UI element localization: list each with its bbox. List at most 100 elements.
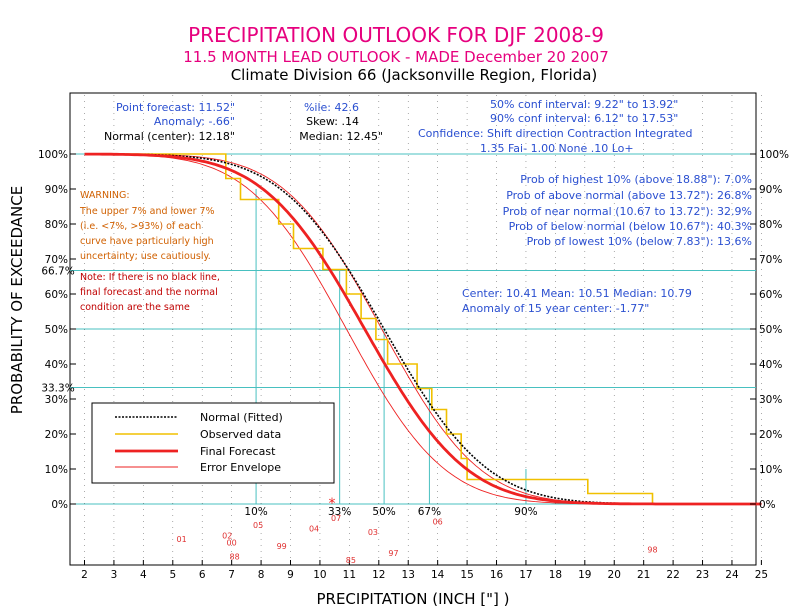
percentile-label: 33% — [328, 506, 351, 518]
x-tick-label: 7 — [228, 569, 235, 581]
y-tick-label-left: 10% — [45, 464, 68, 476]
tercile-label: 66.7% — [41, 266, 74, 278]
confidence-values: 1.35 Fai- 1.00 None .10 Lo+ — [480, 142, 634, 155]
prob-lowest10: Prob of lowest 10% (below 7.83"): 13.6% — [527, 235, 752, 248]
climate-division: Climate Division 66 (Jacksonville Region… — [231, 66, 598, 84]
warning-line-3: curve have particularly high — [80, 236, 214, 247]
anomaly-text: Anomaly: -.66" — [154, 115, 235, 128]
x-tick-label: 11 — [343, 569, 356, 581]
year-label: 98 — [647, 546, 657, 555]
percentile-label: 10% — [244, 506, 267, 518]
y-tick-label-left: 60% — [45, 289, 68, 301]
x-tick-label: 15 — [460, 569, 473, 581]
x-tick-label: 18 — [549, 569, 562, 581]
x-tick-label: 10 — [313, 569, 326, 581]
x-tick-label: 22 — [666, 569, 679, 581]
minor-grid — [84, 95, 762, 563]
x-tick-label: 12 — [372, 569, 385, 581]
percentile-markers: 10% 33% 50% 67% 90% * — [244, 496, 537, 518]
x-tick-label: 13 — [402, 569, 415, 581]
warning-line-2: (i.e. <7%, >93%) of each — [80, 221, 201, 232]
legend-observed-label: Observed data — [200, 428, 281, 441]
conf90-text: 90% conf interval: 6.12" to 17.53" — [490, 112, 678, 125]
y-tick-label-left: 80% — [45, 219, 68, 231]
y-tick-label-right: 30% — [759, 394, 782, 406]
warning-block: WARNING: The upper 7% and lower 7% (i.e.… — [79, 190, 220, 313]
x-tick-label: 19 — [578, 569, 591, 581]
y-tick-label-left: 70% — [45, 254, 68, 266]
warning-line-1: The upper 7% and lower 7% — [79, 206, 215, 217]
x-axis-title: PRECIPITATION (INCH ["] ) — [316, 590, 509, 608]
y-tick-label-left: 20% — [45, 429, 68, 441]
year-label: 01 — [177, 535, 187, 544]
legend-final-label: Final Forecast — [200, 445, 276, 458]
y-tick-label-right: 100% — [759, 149, 789, 161]
x-tick-label: 6 — [199, 569, 206, 581]
y-tick-label-right: 40% — [759, 359, 782, 371]
year-label: 07 — [331, 514, 341, 523]
x-tick-label: 5 — [169, 569, 176, 581]
tercile-label: 33.3% — [41, 382, 74, 394]
warning-title: WARNING: — [80, 190, 130, 201]
chart-subtitle: 11.5 MONTH LEAD OUTLOOK - MADE December … — [183, 48, 609, 66]
median-text: Median: 12.45" — [299, 130, 383, 143]
y-tick-label-right: 20% — [759, 429, 782, 441]
y-tick-label-left: 0% — [51, 499, 68, 511]
y-tick-label-right: 0% — [759, 499, 776, 511]
year-label: 03 — [368, 528, 378, 537]
y-tick-label-left: 40% — [45, 359, 68, 371]
x-tick-label: 24 — [725, 569, 739, 581]
x-tick-label: 9 — [287, 569, 294, 581]
x-tick-label: 14 — [431, 569, 445, 581]
legend-box — [91, 402, 335, 484]
y-tick-label-right: 60% — [759, 289, 782, 301]
axis-ticks: 0%10%20%30%40%50%60%70%80%90%100%0%10%20… — [38, 149, 789, 581]
x-tick-label: 4 — [140, 569, 147, 581]
prob-near: Prob of near normal (10.67 to 13.72"): 3… — [503, 205, 752, 218]
year-label: 85 — [346, 556, 356, 565]
warning-line-4: uncertainty; use cautiously. — [80, 251, 211, 262]
y-tick-label-left: 50% — [45, 324, 68, 336]
legend-normal-label: Normal (Fitted) — [200, 411, 283, 424]
x-tick-label: 21 — [637, 569, 650, 581]
year-label: 06 — [433, 518, 443, 527]
confidence-header: Confidence: Shift direction Contraction … — [418, 127, 692, 140]
y-tick-label-right: 80% — [759, 219, 782, 231]
point-forecast-text: Point forecast: 11.52" — [116, 101, 235, 114]
conf50-text: 50% conf interval: 9.22" to 13.92" — [490, 98, 678, 111]
note-line-3: condition are the same — [80, 302, 190, 313]
legend: Normal (Fitted) Observed data Final Fore… — [91, 402, 335, 484]
anomaly-15yr: Anomaly of 15 year center: -1.77" — [462, 302, 649, 315]
forecast-star-marker: * — [329, 496, 336, 512]
y-tick-label-left: 90% — [45, 184, 68, 196]
x-tick-label: 20 — [608, 569, 621, 581]
percentile-label: 50% — [372, 506, 395, 518]
x-tick-label: 25 — [755, 569, 768, 581]
note-line-1: Note: If there is no black line, — [80, 272, 220, 283]
normal-center-text: Normal (center): 12.18" — [104, 130, 235, 143]
note-line-2: final forecast and the normal — [80, 287, 218, 298]
x-tick-label: 17 — [519, 569, 532, 581]
y-axis-title: PROBABILITY OF EXCEEDANCE — [8, 186, 26, 414]
prob-above: Prob of above normal (above 13.72"): 26.… — [506, 189, 752, 202]
year-label: 99 — [277, 542, 287, 551]
y-tick-label-left: 100% — [38, 149, 68, 161]
year-label: 00 — [227, 539, 237, 548]
year-label: 02 — [222, 532, 232, 541]
percentile-text: %ile: 42.6 — [304, 101, 359, 114]
center-mean-median: Center: 10.41 Mean: 10.51 Median: 10.79 — [462, 287, 692, 300]
year-label: 05 — [253, 521, 263, 530]
y-tick-label-right: 50% — [759, 324, 782, 336]
year-label: 04 — [309, 525, 319, 534]
prob-highest10: Prob of highest 10% (above 18.88"): 7.0% — [520, 173, 752, 186]
legend-envelope-label: Error Envelope — [200, 461, 281, 474]
probability-block: Prob of highest 10% (above 18.88"): 7.0%… — [462, 173, 752, 315]
percentile-label: 90% — [514, 506, 537, 518]
y-tick-label-right: 90% — [759, 184, 782, 196]
chart-title: PRECIPITATION OUTLOOK FOR DJF 2008-9 — [188, 23, 604, 47]
x-tick-label: 23 — [696, 569, 709, 581]
percentile-label: 67% — [418, 506, 441, 518]
x-tick-label: 2 — [81, 569, 88, 581]
